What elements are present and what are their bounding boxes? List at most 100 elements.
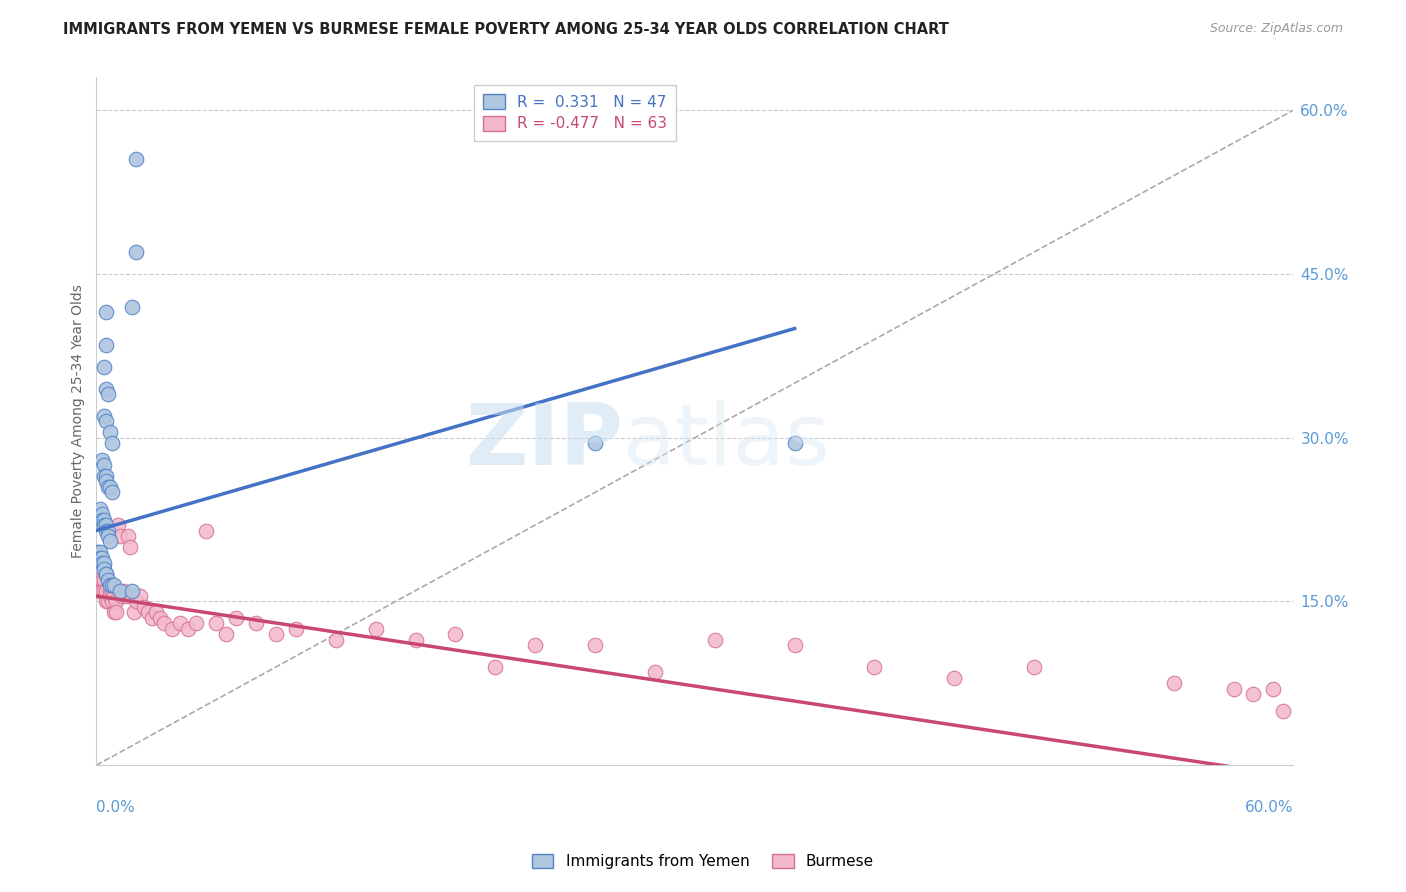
Point bbox=[103, 578, 125, 592]
Point bbox=[1163, 676, 1185, 690]
Point bbox=[125, 594, 148, 608]
Point bbox=[96, 567, 118, 582]
Point bbox=[205, 616, 228, 631]
Point bbox=[245, 616, 267, 631]
Point bbox=[96, 524, 118, 538]
Point bbox=[91, 583, 114, 598]
Point bbox=[325, 632, 347, 647]
Text: 0.0%: 0.0% bbox=[97, 799, 135, 814]
Point bbox=[125, 245, 148, 260]
Point bbox=[703, 632, 725, 647]
Point bbox=[97, 594, 120, 608]
Point bbox=[93, 512, 115, 526]
Point bbox=[87, 545, 110, 559]
Point bbox=[91, 550, 114, 565]
Point bbox=[160, 622, 183, 636]
Point bbox=[121, 583, 143, 598]
Point bbox=[96, 594, 118, 608]
Point bbox=[1263, 681, 1285, 696]
Point bbox=[169, 616, 191, 631]
Point bbox=[97, 387, 120, 401]
Point bbox=[101, 485, 124, 500]
Point bbox=[105, 594, 128, 608]
Point bbox=[93, 458, 115, 472]
Point bbox=[97, 529, 120, 543]
Point bbox=[89, 545, 111, 559]
Point bbox=[101, 578, 124, 592]
Point bbox=[101, 594, 124, 608]
Text: Source: ZipAtlas.com: Source: ZipAtlas.com bbox=[1209, 22, 1343, 36]
Point bbox=[136, 606, 159, 620]
Point bbox=[93, 562, 115, 576]
Point bbox=[91, 573, 114, 587]
Point bbox=[96, 338, 118, 352]
Point bbox=[1022, 660, 1045, 674]
Point bbox=[96, 469, 118, 483]
Y-axis label: Female Poverty Among 25-34 Year Olds: Female Poverty Among 25-34 Year Olds bbox=[72, 285, 86, 558]
Point bbox=[215, 627, 238, 641]
Point bbox=[184, 616, 207, 631]
Point bbox=[149, 611, 172, 625]
Text: IMMIGRANTS FROM YEMEN VS BURMESE FEMALE POVERTY AMONG 25-34 YEAR OLDS CORRELATIO: IMMIGRANTS FROM YEMEN VS BURMESE FEMALE … bbox=[63, 22, 949, 37]
Point bbox=[93, 556, 115, 570]
Point bbox=[87, 573, 110, 587]
Point bbox=[96, 475, 118, 489]
Point bbox=[225, 611, 247, 625]
Point bbox=[145, 606, 167, 620]
Point bbox=[98, 583, 121, 598]
Point bbox=[107, 518, 129, 533]
Point bbox=[524, 638, 547, 652]
Point bbox=[129, 589, 152, 603]
Point bbox=[97, 524, 120, 538]
Point bbox=[153, 616, 176, 631]
Point bbox=[93, 583, 115, 598]
Point bbox=[122, 606, 145, 620]
Point bbox=[98, 589, 121, 603]
Point bbox=[89, 501, 111, 516]
Point bbox=[125, 153, 148, 167]
Point bbox=[264, 627, 287, 641]
Point bbox=[120, 540, 142, 554]
Point bbox=[195, 524, 218, 538]
Point bbox=[98, 480, 121, 494]
Point bbox=[96, 414, 118, 428]
Point bbox=[91, 556, 114, 570]
Point bbox=[96, 382, 118, 396]
Point bbox=[1243, 687, 1265, 701]
Point bbox=[101, 583, 124, 598]
Point bbox=[583, 436, 606, 450]
Point bbox=[93, 409, 115, 423]
Point bbox=[93, 469, 115, 483]
Point bbox=[98, 534, 121, 549]
Point bbox=[97, 573, 120, 587]
Point bbox=[117, 529, 139, 543]
Text: atlas: atlas bbox=[623, 401, 831, 483]
Point bbox=[405, 632, 427, 647]
Point bbox=[863, 660, 886, 674]
Point bbox=[484, 660, 506, 674]
Point bbox=[98, 425, 121, 440]
Point bbox=[89, 583, 111, 598]
Point bbox=[943, 671, 966, 685]
Point bbox=[105, 606, 128, 620]
Point bbox=[91, 507, 114, 521]
Text: 60.0%: 60.0% bbox=[1244, 799, 1294, 814]
Point bbox=[112, 583, 135, 598]
Point bbox=[783, 638, 806, 652]
Point bbox=[101, 436, 124, 450]
Point bbox=[96, 518, 118, 533]
Point bbox=[96, 305, 118, 319]
Point bbox=[103, 606, 125, 620]
Legend: Immigrants from Yemen, Burmese: Immigrants from Yemen, Burmese bbox=[526, 847, 880, 875]
Point bbox=[96, 583, 118, 598]
Point bbox=[121, 589, 143, 603]
Point bbox=[364, 622, 387, 636]
Point bbox=[97, 480, 120, 494]
Legend: R =  0.331   N = 47, R = -0.477   N = 63: R = 0.331 N = 47, R = -0.477 N = 63 bbox=[474, 85, 676, 141]
Point bbox=[96, 567, 118, 582]
Point bbox=[115, 589, 138, 603]
Point bbox=[98, 578, 121, 592]
Point bbox=[93, 573, 115, 587]
Point bbox=[141, 611, 163, 625]
Point bbox=[91, 512, 114, 526]
